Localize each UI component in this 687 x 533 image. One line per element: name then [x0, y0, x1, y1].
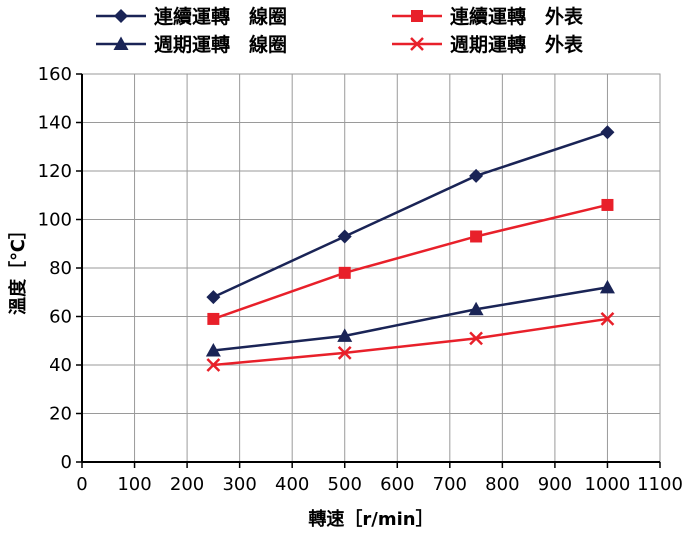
- x-marker-stroke: [337, 345, 352, 360]
- legend-item: 週期運轉 線圈: [96, 33, 287, 56]
- data-point: [468, 301, 484, 316]
- legend-marker: [411, 10, 423, 22]
- x-marker-stroke: [469, 331, 483, 346]
- legend-marker: [114, 9, 128, 23]
- data-point: [600, 125, 615, 140]
- x-tick-label: 100: [117, 474, 151, 495]
- data-point: [338, 266, 351, 279]
- legend-label: 週期運轉 線圈: [154, 33, 287, 56]
- y-tick-label: 0: [61, 452, 72, 473]
- x-tick-label: 1000: [585, 474, 631, 495]
- legend-label: 連續運轉 外表: [450, 5, 584, 28]
- x-tick-label: 900: [538, 474, 572, 495]
- series-line: [213, 286, 608, 352]
- data-point: [469, 168, 484, 183]
- x-tick-label: 700: [433, 474, 467, 495]
- y-axis-title: 溫度［℃］: [7, 221, 29, 315]
- series-layer: [205, 125, 615, 372]
- series-line: [213, 317, 608, 367]
- y-tick-label: 80: [49, 258, 72, 279]
- x-tick-label: 500: [328, 474, 362, 495]
- data-point: [207, 312, 220, 325]
- y-tick-label: 40: [49, 355, 72, 376]
- legend-item: 連續運轉 外表: [392, 5, 584, 28]
- y-tick-label: 140: [38, 113, 72, 134]
- y-tick-label: 100: [38, 210, 72, 231]
- data-point: [337, 229, 352, 244]
- data-point: [600, 312, 615, 326]
- y-tick-label: 20: [49, 404, 72, 425]
- data-point: [337, 345, 352, 360]
- x-tick-label: 400: [275, 474, 309, 495]
- data-point: [599, 279, 615, 294]
- data-point: [337, 328, 353, 342]
- x-tick-label: 300: [222, 474, 256, 495]
- legend-item: 連續運轉 線圈: [96, 5, 287, 28]
- data-point: [206, 358, 221, 372]
- x-tick-label: 600: [380, 474, 414, 495]
- data-point: [601, 198, 614, 211]
- x-tick-label: 200: [170, 474, 204, 495]
- series-1: [206, 125, 615, 305]
- series-3: [207, 198, 614, 325]
- x-marker-stroke: [410, 37, 424, 51]
- x-marker-stroke: [600, 312, 615, 326]
- legend-marker: [113, 36, 129, 50]
- y-tick-label: 160: [38, 64, 72, 85]
- x-marker-stroke: [206, 358, 221, 372]
- data-point: [469, 331, 483, 346]
- legend-marker: [410, 37, 424, 51]
- x-tick-label: 0: [76, 474, 87, 495]
- series-4: [206, 312, 615, 372]
- legend-label: 連續運轉 線圈: [154, 5, 287, 28]
- legend-item: 週期運轉 外表: [392, 33, 584, 56]
- series-line: [212, 203, 608, 321]
- y-tick-label: 60: [49, 307, 72, 328]
- series-line: [212, 131, 608, 299]
- data-point: [206, 290, 221, 305]
- data-point: [205, 342, 221, 357]
- x-tick-label: 800: [485, 474, 519, 495]
- y-tick-label: 120: [38, 161, 72, 182]
- gridlines: [82, 73, 661, 462]
- series-2: [205, 279, 615, 357]
- x-tick-label: 1100: [637, 474, 683, 495]
- legend-label: 週期運轉 外表: [450, 33, 584, 56]
- x-axis-title: 轉速［r/min］: [308, 508, 433, 530]
- axes: 0 20 40 60 80 100 120 140 160 0 100 200 300 400 500 600…: [38, 64, 683, 495]
- data-point: [470, 230, 483, 243]
